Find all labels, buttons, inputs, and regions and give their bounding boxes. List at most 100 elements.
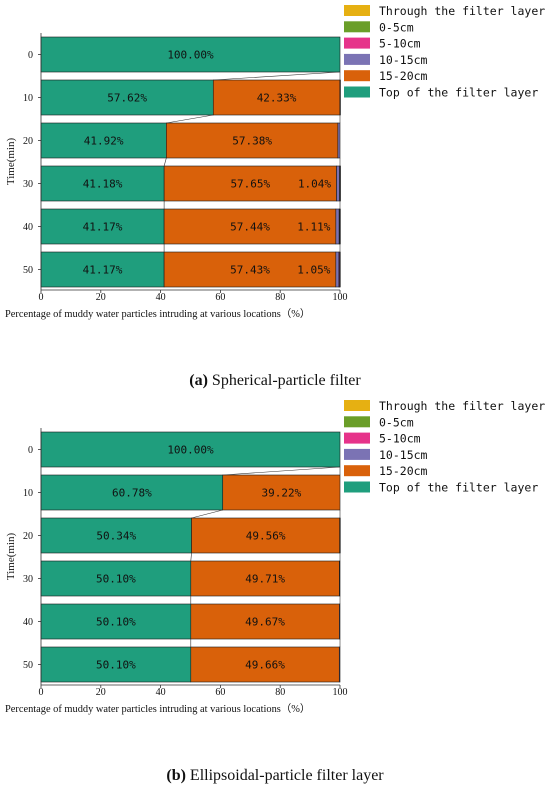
caption-text: Spherical-particle filter	[208, 372, 361, 389]
y-tick-label: 30	[23, 179, 33, 190]
data-label: 50.10%	[96, 659, 136, 672]
bar-segment	[40, 79, 214, 116]
series-connector	[163, 157, 167, 167]
legend-item: 15-20cm	[344, 69, 428, 83]
data-label: 50.34%	[96, 530, 136, 543]
caption-text: Ellipsoidal-particle filter layer	[186, 767, 384, 784]
legend-swatch	[344, 37, 370, 49]
data-label: 50.10%	[96, 616, 136, 629]
bar-segment	[40, 474, 224, 511]
data-label: 57.38%	[232, 135, 272, 148]
data-label: 49.67%	[245, 616, 285, 629]
bar-segment	[163, 251, 337, 288]
data-label: 42.33%	[257, 92, 297, 105]
x-tick-label: 60	[215, 687, 225, 698]
legend-label: 15-20cm	[379, 69, 428, 83]
data-label: 50.10%	[96, 573, 136, 586]
bar-segment	[336, 165, 340, 202]
bar-segment	[40, 36, 341, 73]
legend-item: 0-5cm	[344, 415, 414, 429]
figure-caption: (a) Spherical-particle filter	[189, 372, 361, 389]
y-tick-label: 20	[23, 531, 33, 542]
bar-segment	[338, 646, 341, 683]
data-label: 1.05%	[297, 264, 330, 277]
figure-caption: (b) Ellipsoidal-particle filter layer	[166, 767, 384, 784]
legend-label: Through the filter layer	[379, 399, 545, 413]
bar-segment	[337, 122, 341, 159]
bar-segment	[339, 165, 341, 202]
bar-segment	[190, 603, 340, 640]
y-tick-label: 50	[23, 660, 33, 671]
bar-segment	[191, 517, 341, 554]
legend-label: Top of the filter layer	[379, 86, 538, 100]
y-tick-label: 10	[23, 93, 33, 104]
legend-item: 10-15cm	[344, 448, 428, 462]
chart-b: 100.00% 0 60.78% 39.22% 10 50.34% 49.56% 20 50.1…	[5, 399, 545, 784]
x-tick-label: 100	[333, 687, 348, 698]
legend-label: Through the filter layer	[379, 4, 545, 18]
bar-segment	[212, 79, 341, 116]
bar-segment	[190, 646, 340, 683]
y-tick-label: 40	[23, 222, 33, 233]
bar-segment	[163, 165, 337, 202]
data-label: 60.78%	[112, 487, 152, 500]
bar-segment	[40, 208, 165, 245]
x-tick-label: 80	[275, 687, 285, 698]
x-tick-label: 20	[96, 292, 106, 303]
x-tick-label: 100	[333, 292, 348, 303]
bar-segment	[339, 517, 341, 554]
data-label: 100.00%	[167, 49, 214, 62]
series-connector	[222, 466, 341, 476]
data-label: 41.92%	[84, 135, 124, 148]
legend-item: 5-10cm	[344, 432, 421, 446]
y-tick-label: 30	[23, 574, 33, 585]
legend-item: Top of the filter layer	[344, 86, 538, 100]
y-tick-label: 20	[23, 136, 33, 147]
data-label: 57.44%	[230, 221, 270, 234]
data-label: 100.00%	[167, 444, 214, 457]
x-tick-label: 0	[39, 687, 44, 698]
bar-segment	[339, 560, 341, 597]
y-axis-title: Time(min)	[5, 533, 17, 581]
data-label: 49.56%	[246, 530, 286, 543]
x-axis-title: Percentage of muddy water particles intr…	[5, 703, 310, 715]
data-label: 41.17%	[83, 221, 123, 234]
legend-label: 10-15cm	[379, 53, 428, 67]
bar-segment	[190, 560, 340, 597]
legend-swatch	[344, 416, 370, 428]
y-tick-label: 10	[23, 488, 33, 499]
legend-item: 15-20cm	[344, 464, 428, 478]
bar-segment	[40, 431, 341, 468]
series-connector	[190, 552, 192, 562]
y-tick-label: 40	[23, 617, 33, 628]
legend-swatch	[344, 86, 370, 98]
y-axis-title: Time(min)	[5, 138, 17, 186]
legend-item: 5-10cm	[344, 37, 421, 51]
series-connector	[191, 509, 223, 519]
legend-item: Through the filter layer	[344, 4, 545, 18]
series-connector	[213, 71, 341, 81]
bar-segment	[335, 251, 340, 288]
data-label: 1.11%	[297, 221, 330, 234]
legend-swatch	[344, 465, 370, 477]
x-tick-label: 40	[156, 292, 166, 303]
legend-swatch	[344, 481, 370, 493]
data-label: 57.43%	[230, 264, 270, 277]
bar-segment	[339, 603, 341, 640]
legend-label: 0-5cm	[379, 415, 414, 429]
y-tick-label: 50	[23, 265, 33, 276]
legend-item: 0-5cm	[344, 20, 414, 34]
bar-segment	[339, 79, 341, 116]
bar-segment	[339, 251, 341, 288]
data-label: 41.18%	[83, 178, 123, 191]
legend-item: Through the filter layer	[344, 399, 545, 413]
x-tick-label: 40	[156, 687, 166, 698]
legend-label: 0-5cm	[379, 20, 414, 34]
bar-segment	[40, 646, 192, 683]
data-label: 57.62%	[107, 92, 147, 105]
x-tick-label: 0	[39, 292, 44, 303]
data-label: 39.22%	[261, 487, 301, 500]
y-tick-label: 0	[28, 50, 33, 61]
data-label: 49.66%	[245, 659, 285, 672]
